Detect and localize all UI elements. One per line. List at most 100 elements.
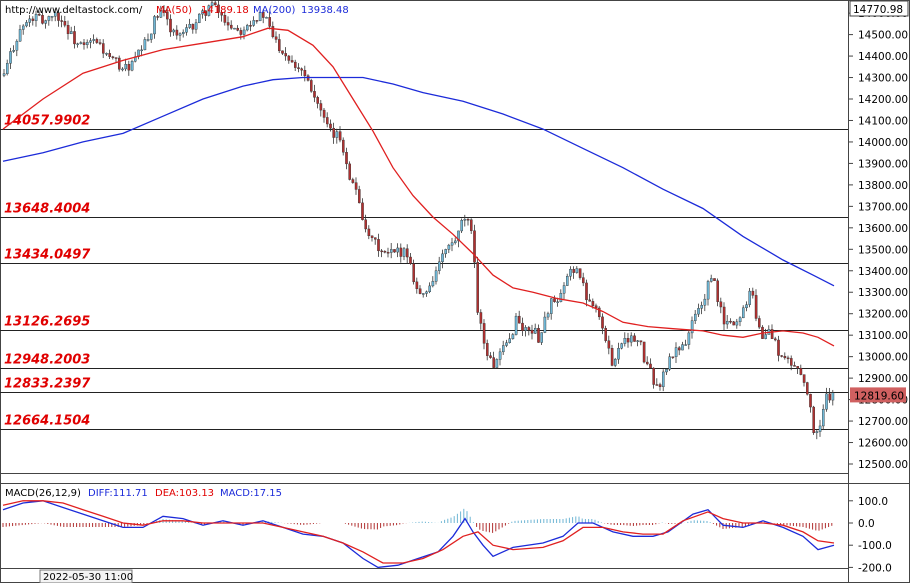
candle-body — [447, 244, 451, 250]
candle-body — [326, 117, 329, 125]
candle-body — [50, 15, 54, 18]
price-tick-label: 14400.00 — [858, 51, 908, 63]
macd-axis: 100.0 0.0 -100.0 -200.0 — [849, 496, 892, 574]
candle-body — [172, 29, 176, 33]
candle-body — [454, 240, 457, 243]
candle-body — [524, 327, 527, 331]
candle-body — [268, 17, 272, 27]
candle-body — [566, 276, 569, 286]
candle-body — [412, 263, 416, 283]
candle-body — [665, 369, 668, 373]
macd-tick-label: -100.0 — [858, 540, 892, 552]
candle-body — [329, 123, 332, 129]
price-tick-label: 14200.00 — [858, 94, 908, 106]
candle-body — [271, 26, 275, 37]
candle-body — [806, 382, 809, 395]
candle-body — [546, 313, 550, 318]
candle-body — [626, 338, 630, 343]
candle-body — [265, 17, 268, 19]
candle-body — [610, 347, 614, 366]
candle-body — [527, 327, 531, 331]
candle-body — [217, 4, 220, 13]
candle-body — [655, 384, 659, 386]
ma50-line — [2, 27, 835, 347]
candle-body — [178, 33, 182, 36]
candle-body — [146, 39, 150, 41]
candle-body — [121, 68, 124, 71]
candle-body — [671, 356, 675, 358]
candle-body — [406, 248, 409, 258]
candle-body — [233, 27, 236, 30]
candle-body — [495, 359, 499, 368]
candle-body — [681, 344, 684, 351]
candle-body — [255, 20, 259, 22]
candle-body — [380, 250, 384, 253]
candle-body — [614, 358, 617, 366]
candle-body — [101, 43, 105, 54]
candle-body — [559, 293, 563, 302]
candle-body — [521, 322, 524, 331]
candle-body — [732, 321, 735, 326]
level-label: 12948.2003 — [4, 353, 90, 368]
price-axis: 12500.0012600.0012700.0012800.0012900.00… — [849, 8, 908, 471]
candle-body — [374, 237, 377, 240]
candle-body — [575, 268, 579, 273]
candle-body — [668, 356, 671, 370]
candle-body — [181, 32, 185, 34]
candle-body — [201, 10, 204, 15]
candle-body — [697, 308, 700, 315]
candle-body — [598, 307, 601, 318]
candle-body — [591, 301, 595, 306]
candle-body — [105, 53, 108, 55]
candle-body — [745, 304, 748, 309]
candle-body — [431, 281, 435, 287]
candle-body — [585, 282, 588, 301]
candle-body — [213, 2, 217, 6]
candle-body — [687, 332, 691, 345]
candle-body — [831, 392, 835, 401]
candle-body — [630, 335, 633, 343]
candle-body — [34, 14, 38, 21]
candle-body — [85, 42, 89, 45]
candle-body — [310, 80, 313, 92]
candle-body — [130, 61, 134, 71]
candle-body — [726, 320, 729, 325]
candle-body — [543, 316, 547, 333]
candle-body — [438, 261, 441, 271]
candle-body — [777, 339, 780, 356]
candle-body — [713, 278, 716, 281]
candle-body — [742, 307, 745, 319]
price-tick-label: 13800.00 — [858, 180, 908, 192]
candle-body — [258, 12, 262, 22]
candle-body — [703, 298, 707, 306]
candle-body — [534, 328, 537, 334]
candle-body — [607, 340, 611, 349]
macd-title: MACD(26,12,9) — [5, 488, 81, 499]
macd-diff-line — [2, 500, 835, 569]
candle-body — [399, 247, 403, 257]
candle-body — [514, 315, 518, 335]
date-label: 2022-05-30 11:00 — [43, 572, 133, 583]
candle-body — [229, 24, 233, 29]
candle-body — [402, 248, 406, 257]
candle-body — [649, 363, 652, 369]
candle-body — [54, 12, 57, 17]
candle-body — [364, 219, 368, 230]
candle-body — [450, 242, 454, 246]
candle-body — [822, 409, 825, 427]
top-price: 14770.98 — [853, 4, 903, 16]
candle-body — [815, 431, 819, 434]
price-tick-label: 13900.00 — [858, 158, 908, 170]
candle-body — [415, 281, 419, 289]
candle-body — [12, 50, 16, 52]
candle-body — [473, 230, 476, 263]
candle-body — [38, 14, 41, 16]
candle-body — [758, 318, 761, 328]
candle-body — [719, 301, 723, 308]
price-tick-label: 12900.00 — [858, 373, 908, 385]
candle-body — [418, 288, 422, 294]
candle-body — [508, 338, 512, 343]
candle-body — [9, 51, 12, 64]
candle-body — [162, 10, 166, 13]
